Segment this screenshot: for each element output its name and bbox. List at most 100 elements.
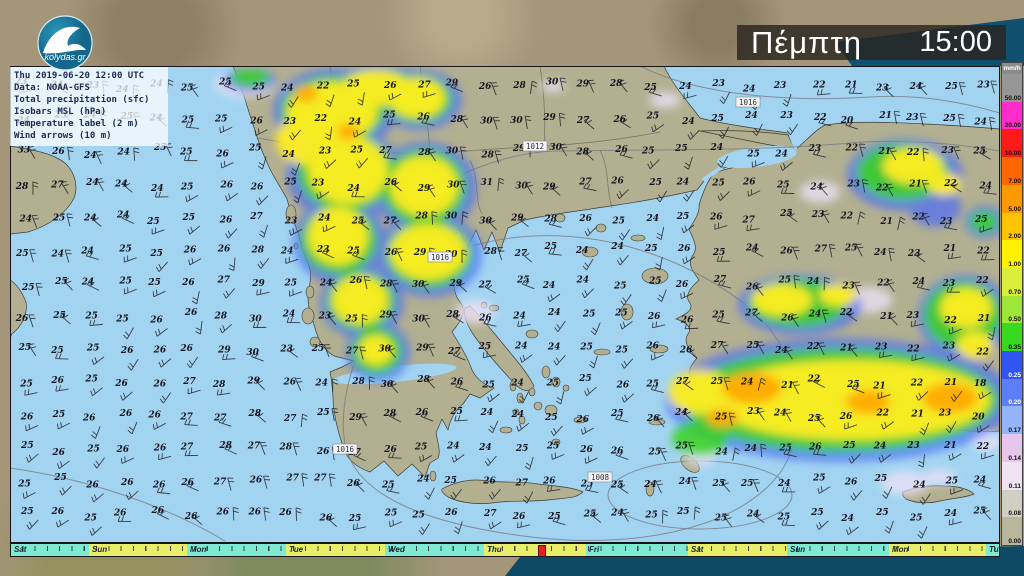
scale-value: 2.00 [1008, 233, 1021, 241]
current-time-marker [538, 545, 546, 556]
svg-text:25: 25 [777, 513, 791, 523]
svg-text:25: 25 [284, 279, 298, 289]
svg-text:25: 25 [710, 377, 724, 387]
svg-text:24: 24 [774, 346, 788, 356]
logo-text: kolydas.gr [44, 52, 86, 62]
svg-text:23: 23 [282, 117, 296, 127]
svg-text:30: 30 [412, 314, 425, 324]
svg-text:26: 26 [616, 381, 630, 391]
svg-text:26: 26 [250, 183, 264, 193]
svg-text:27: 27 [744, 309, 758, 319]
svg-text:27: 27 [447, 347, 461, 357]
svg-text:26: 26 [114, 379, 128, 389]
svg-text:25: 25 [746, 149, 760, 159]
timeline-ticks [11, 546, 999, 551]
svg-text:27: 27 [478, 280, 492, 290]
svg-text:25: 25 [648, 448, 662, 458]
svg-text:26: 26 [116, 445, 130, 455]
svg-text:20: 20 [971, 413, 985, 423]
svg-text:30: 30 [378, 345, 391, 355]
svg-text:26: 26 [844, 477, 858, 487]
svg-text:30: 30 [249, 314, 262, 324]
svg-text:26: 26 [780, 314, 794, 324]
svg-text:25: 25 [807, 414, 821, 424]
svg-text:27: 27 [578, 178, 592, 188]
svg-text:29: 29 [510, 214, 524, 224]
svg-text:25: 25 [615, 346, 629, 356]
svg-text:24: 24 [542, 281, 556, 291]
svg-text:25: 25 [746, 341, 760, 351]
svg-text:26: 26 [318, 514, 332, 524]
scale-segment: 0.70 [1002, 267, 1022, 296]
svg-text:25: 25 [52, 410, 66, 420]
svg-text:26: 26 [249, 117, 263, 127]
svg-text:26: 26 [215, 507, 229, 517]
svg-text:25: 25 [349, 145, 363, 155]
svg-text:28: 28 [543, 214, 557, 224]
svg-text:25: 25 [248, 144, 262, 154]
svg-text:25: 25 [19, 380, 33, 390]
svg-text:28: 28 [445, 310, 459, 320]
svg-text:25: 25 [21, 283, 35, 293]
weather-map: 23 24 23 24 24 25 25 25 24 22 25 26 27 29 26 28 30 29 28 25… [10, 66, 1000, 543]
svg-text:25: 25 [648, 276, 662, 286]
svg-text:22: 22 [876, 279, 890, 289]
scale-segment: 2.00 [1002, 212, 1022, 241]
svg-text:25: 25 [54, 277, 68, 287]
scale-segment: 0.50 [1002, 295, 1022, 324]
svg-text:24: 24 [777, 479, 791, 489]
svg-text:21: 21 [943, 441, 957, 451]
svg-text:25: 25 [182, 213, 196, 223]
svg-text:25: 25 [675, 442, 689, 452]
svg-text:26: 26 [120, 346, 134, 356]
svg-text:25: 25 [610, 409, 624, 419]
svg-text:26: 26 [839, 412, 853, 422]
svg-text:26: 26 [283, 378, 297, 388]
svg-text:27: 27 [710, 341, 724, 351]
svg-text:1016: 1016 [336, 445, 355, 454]
svg-text:25: 25 [18, 343, 32, 353]
svg-text:24: 24 [480, 408, 494, 418]
svg-text:25: 25 [411, 511, 425, 521]
svg-text:22: 22 [975, 276, 989, 286]
svg-text:25: 25 [712, 248, 726, 258]
info-line: Temperature label (2 m) [14, 119, 139, 129]
scale-segment: 0.25 [1002, 351, 1022, 379]
scale-segment: 10.00 [1002, 129, 1022, 158]
svg-text:23: 23 [939, 217, 953, 227]
svg-text:26: 26 [20, 413, 34, 423]
svg-text:25: 25 [118, 276, 132, 286]
svg-text:23: 23 [811, 210, 825, 220]
svg-text:25: 25 [646, 112, 660, 122]
svg-text:25: 25 [180, 84, 194, 94]
svg-text:25: 25 [614, 308, 628, 318]
svg-text:26: 26 [15, 314, 29, 324]
svg-text:30: 30 [246, 348, 259, 358]
svg-text:25: 25 [181, 115, 195, 125]
svg-text:24: 24 [944, 509, 958, 519]
svg-text:28: 28 [251, 245, 265, 255]
wave-icon [43, 26, 86, 54]
svg-text:26: 26 [51, 448, 65, 458]
svg-text:24: 24 [809, 182, 823, 192]
svg-text:25: 25 [449, 407, 463, 417]
svg-text:21: 21 [879, 217, 893, 227]
svg-text:23: 23 [906, 441, 920, 451]
svg-text:24: 24 [681, 117, 695, 127]
svg-text:24: 24 [674, 408, 688, 418]
svg-text:23: 23 [906, 311, 920, 321]
svg-text:25: 25 [147, 278, 161, 288]
svg-text:25: 25 [546, 441, 560, 451]
svg-text:29: 29 [445, 79, 459, 89]
svg-text:26: 26 [113, 508, 127, 518]
svg-text:25: 25 [149, 249, 163, 259]
svg-text:25: 25 [83, 514, 97, 524]
svg-text:25: 25 [20, 441, 34, 451]
svg-text:25: 25 [214, 114, 228, 124]
svg-text:26: 26 [675, 280, 689, 290]
svg-text:25: 25 [779, 209, 793, 219]
svg-text:25: 25 [118, 245, 132, 255]
svg-text:25: 25 [86, 445, 100, 455]
svg-text:22: 22 [910, 378, 924, 388]
svg-text:23: 23 [808, 144, 822, 154]
